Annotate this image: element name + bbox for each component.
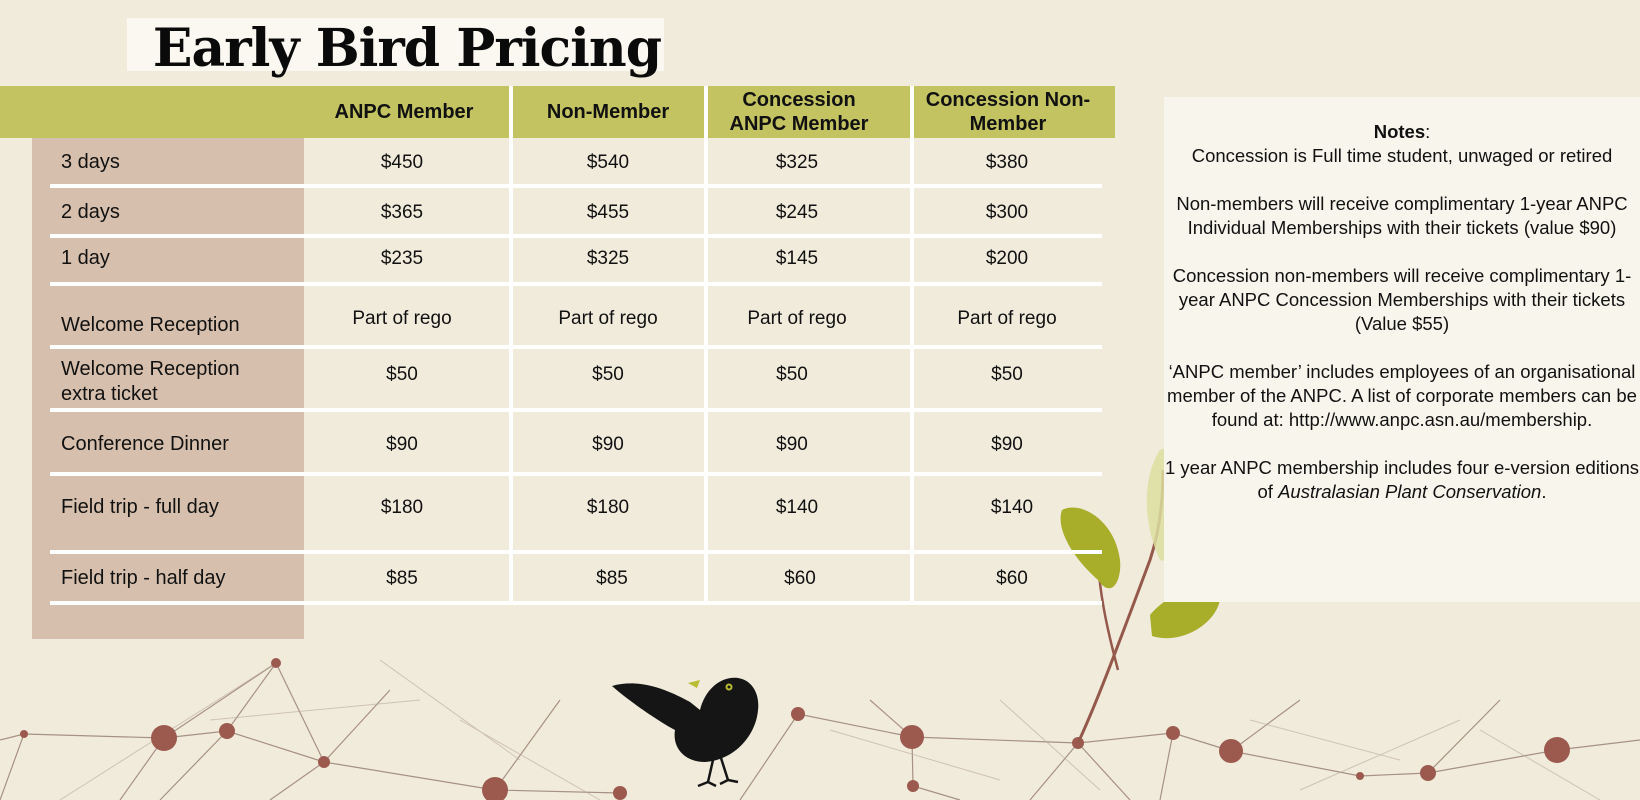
note-membership-suffix: . xyxy=(1541,481,1547,502)
table-cell: $90 xyxy=(991,434,1023,455)
table-cell: $50 xyxy=(386,364,418,385)
table-cell: $325 xyxy=(586,248,630,269)
note-anpc-member: ‘ANPC member’ includes employees of an o… xyxy=(1167,361,1637,430)
row-label-welcome-reception-extra-ticket: Welcome Reception extra ticket xyxy=(61,358,240,405)
table-cell: Part of rego xyxy=(352,308,452,329)
grid-line xyxy=(50,550,1102,554)
note-non-member: Non-members will receive complimentary 1… xyxy=(1176,193,1628,238)
note-membership-prefix: 1 year ANPC membership includes four e-v… xyxy=(1164,457,1640,502)
table-cell: $450 xyxy=(380,152,424,173)
bird-icon xyxy=(612,677,759,788)
table-cell: $325 xyxy=(775,152,819,173)
row-label-1-day: 1 day xyxy=(61,247,110,269)
row-label-3-days: 3 days xyxy=(61,151,120,173)
table-cell: $180 xyxy=(380,497,424,518)
table-cell: $145 xyxy=(775,248,819,269)
grid-line xyxy=(50,184,1102,188)
row-label-column xyxy=(32,138,304,639)
table-cell: Part of rego xyxy=(558,308,658,329)
table-cell: $235 xyxy=(380,248,424,269)
table-cell: $245 xyxy=(775,202,819,223)
table-cell: $85 xyxy=(596,568,628,589)
grid-line xyxy=(50,234,1102,238)
table-cell: Part of rego xyxy=(747,308,847,329)
notes-heading: Notes xyxy=(1373,121,1426,142)
grid-line xyxy=(50,472,1102,476)
table-cell: $140 xyxy=(775,497,819,518)
table-cell: $60 xyxy=(784,568,816,589)
table-cell: $180 xyxy=(586,497,630,518)
note-membership: 1 year ANPC membership includes four e-v… xyxy=(1164,456,1640,504)
grid-line xyxy=(50,601,1102,605)
row-label-conference-dinner: Conference Dinner xyxy=(61,433,229,455)
table-cell: $50 xyxy=(592,364,624,385)
row-label-field-trip-half-day: Field trip - half day xyxy=(61,567,226,589)
table-cell: $380 xyxy=(985,152,1029,173)
row-label-2-days: 2 days xyxy=(61,201,120,223)
title-background xyxy=(127,18,664,71)
table-cell: $50 xyxy=(991,364,1023,385)
table-cell: $365 xyxy=(380,202,424,223)
table-cell: $455 xyxy=(586,202,630,223)
table-cell: $200 xyxy=(985,248,1029,269)
grid-line xyxy=(50,345,1102,349)
notes-heading-line: Notes: xyxy=(1373,121,1431,142)
table-cell: $300 xyxy=(985,202,1029,223)
table-header-band xyxy=(0,86,1115,138)
grid-line xyxy=(50,408,1102,412)
note-concession-non-member: Concession non-members will receive comp… xyxy=(1172,265,1632,334)
table-cell: $50 xyxy=(776,364,808,385)
column-header-concession-non-member: Concession Non-Member xyxy=(925,89,1091,135)
row-label-field-trip-full-day: Field trip - full day xyxy=(61,496,219,518)
column-header-anpc-member: ANPC Member xyxy=(334,101,474,123)
note-concession-definition: Concession is Full time student, unwaged… xyxy=(1191,145,1613,166)
table-cell: $85 xyxy=(386,568,418,589)
grid-line xyxy=(50,282,1102,286)
notes-panel xyxy=(1164,97,1640,602)
note-membership-publication: Australasian Plant Conservation xyxy=(1278,481,1542,502)
table-cell: $90 xyxy=(592,434,624,455)
column-header-non-member: Non-Member xyxy=(546,101,670,123)
table-cell: $90 xyxy=(386,434,418,455)
column-header-concession-anpc-member: Concession ANPC Member xyxy=(729,89,869,135)
notes-content: Notes: Concession is Full time student, … xyxy=(1164,120,1640,528)
table-cell: $140 xyxy=(990,497,1034,518)
table-cell: Part of rego xyxy=(957,308,1057,329)
table-cell: $90 xyxy=(776,434,808,455)
page-title: Early Bird Pricing xyxy=(152,18,662,79)
table-cell: $540 xyxy=(586,152,630,173)
row-label-welcome-reception: Welcome Reception xyxy=(61,314,240,336)
table-cell: $60 xyxy=(996,568,1028,589)
